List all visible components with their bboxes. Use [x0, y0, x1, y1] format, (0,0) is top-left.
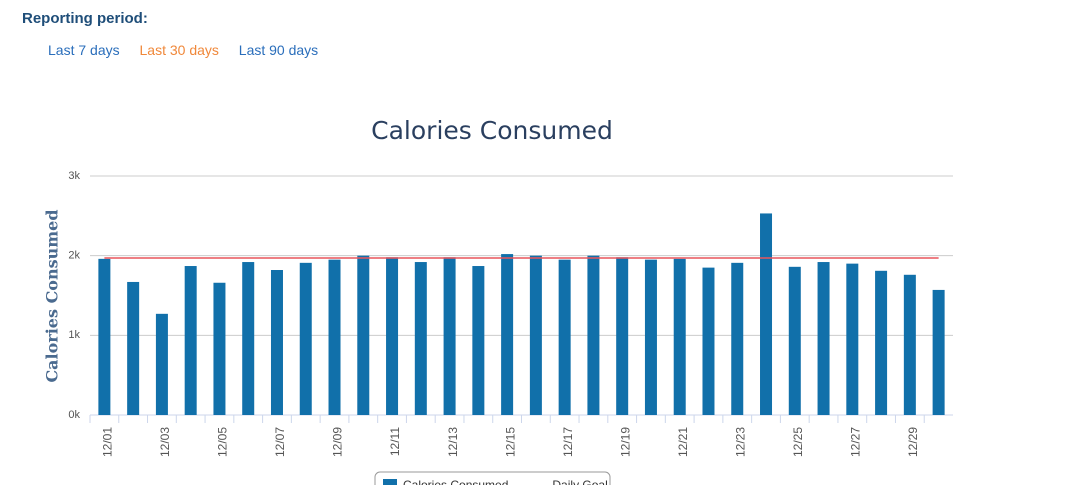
- x-tick-label: 12/09: [331, 427, 345, 457]
- bar: [472, 266, 485, 415]
- x-tick-label: 12/11: [388, 427, 402, 456]
- bar: [817, 262, 830, 415]
- legend-label: Daily Goal: [552, 478, 607, 485]
- bar: [903, 274, 916, 415]
- period-options: Last 7 days Last 30 days Last 90 days: [48, 42, 334, 58]
- bar: [242, 262, 255, 415]
- bar: [616, 257, 629, 415]
- bar: [529, 255, 542, 415]
- bar: [673, 258, 686, 415]
- reporting-label: Reporting period:: [22, 10, 148, 27]
- x-tick-label: 12/01: [101, 427, 115, 457]
- x-tick-label: 12/07: [273, 427, 287, 457]
- x-tick-label: 12/19: [618, 427, 632, 457]
- period-option[interactable]: Last 90 days: [238, 42, 319, 58]
- bar: [702, 267, 715, 415]
- legend-box: [374, 471, 611, 485]
- legend-swatch: [383, 479, 397, 485]
- bar: [875, 270, 888, 415]
- x-tick-label: 12/13: [446, 427, 460, 457]
- bar: [270, 270, 283, 415]
- bar: [414, 262, 427, 415]
- bar: [788, 266, 801, 415]
- bar: [501, 254, 514, 415]
- x-tick-label: 12/15: [503, 427, 517, 457]
- bar: [357, 255, 370, 415]
- bar: [644, 259, 657, 415]
- y-axis-title: Calories Consumed: [43, 209, 62, 382]
- x-tick-label: 12/03: [158, 427, 172, 457]
- bar: [155, 313, 168, 415]
- y-tick-label: 2k: [68, 250, 80, 262]
- y-tick-label: 3k: [68, 170, 80, 182]
- bar: [932, 289, 945, 415]
- x-tick-label: 12/17: [561, 427, 575, 457]
- bar: [127, 281, 140, 415]
- x-tick-label: 12/05: [216, 427, 230, 457]
- y-tick-label: 1k: [68, 329, 80, 341]
- x-tick-label: 12/25: [791, 427, 805, 457]
- period-option[interactable]: Last 30 days: [139, 42, 219, 58]
- x-tick-label: 12/29: [906, 427, 920, 457]
- bar: [731, 262, 744, 415]
- bar: [587, 255, 600, 415]
- y-tick-label: 0k: [68, 409, 80, 421]
- bar: [328, 259, 341, 415]
- bar: [299, 262, 312, 415]
- bar: [386, 257, 399, 415]
- bar: [98, 258, 111, 415]
- bar: [443, 257, 456, 415]
- x-tick-label: 12/23: [733, 427, 747, 457]
- period-option[interactable]: Last 7 days: [48, 42, 120, 58]
- bar: [558, 259, 571, 415]
- x-tick-label: 12/27: [848, 427, 862, 457]
- bar: [213, 282, 226, 415]
- chart-title: Calories Consumed: [371, 116, 613, 145]
- bar: [760, 213, 773, 415]
- x-tick-label: 12/21: [676, 427, 690, 457]
- legend-label: Calories Consumed: [403, 478, 508, 485]
- bar: [184, 266, 197, 415]
- bar: [846, 263, 859, 415]
